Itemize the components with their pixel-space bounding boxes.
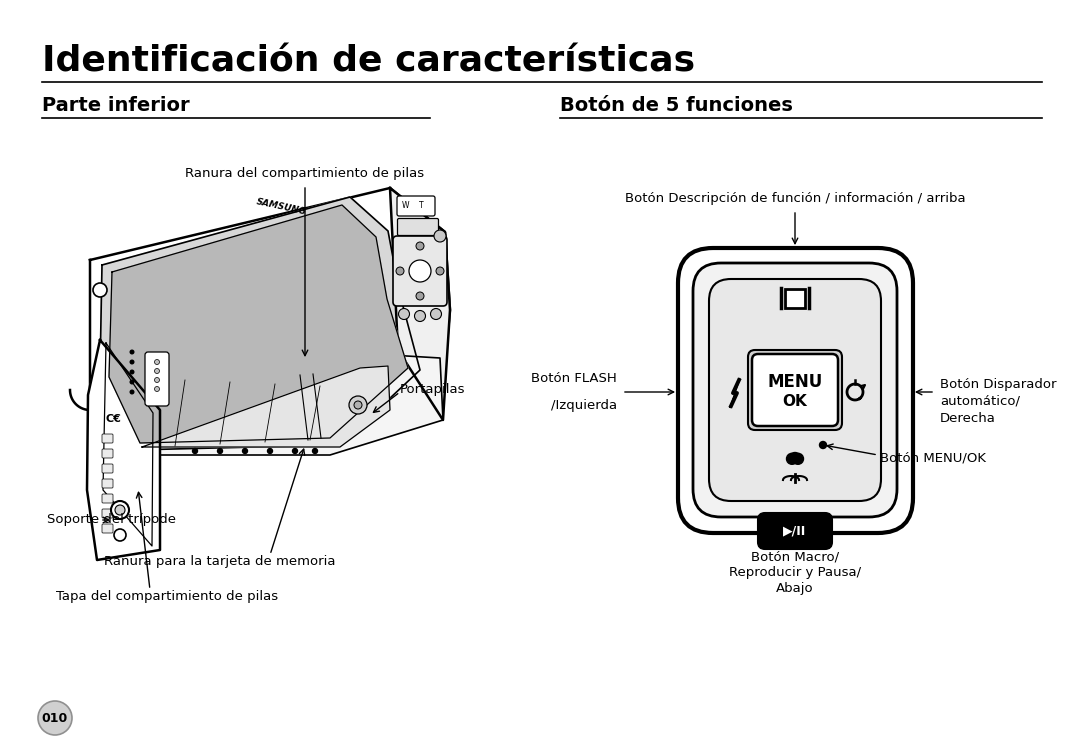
- Circle shape: [409, 260, 431, 282]
- Text: Ranura para la tarjeta de memoria: Ranura para la tarjeta de memoria: [105, 555, 336, 568]
- Text: C€: C€: [105, 414, 121, 424]
- Polygon shape: [109, 205, 408, 443]
- FancyBboxPatch shape: [397, 219, 438, 235]
- FancyBboxPatch shape: [102, 434, 113, 443]
- Circle shape: [131, 370, 134, 374]
- Circle shape: [416, 292, 424, 300]
- Text: Parte inferior: Parte inferior: [42, 96, 190, 115]
- Polygon shape: [730, 378, 740, 408]
- FancyBboxPatch shape: [102, 524, 113, 533]
- Circle shape: [131, 391, 134, 394]
- Text: Identificación de características: Identificación de características: [42, 45, 696, 79]
- FancyBboxPatch shape: [748, 350, 842, 430]
- Polygon shape: [100, 197, 420, 450]
- Circle shape: [399, 308, 409, 320]
- Text: Botón MENU/OK: Botón MENU/OK: [880, 452, 986, 464]
- Text: Ranura del compartimiento de pilas: Ranura del compartimiento de pilas: [186, 167, 424, 180]
- Circle shape: [416, 242, 424, 250]
- Bar: [785, 289, 805, 308]
- Text: Abajo: Abajo: [777, 582, 814, 595]
- Circle shape: [131, 360, 134, 363]
- Circle shape: [354, 401, 362, 409]
- Text: OK: OK: [783, 394, 808, 409]
- Text: /Izquierda: /Izquierda: [551, 399, 617, 412]
- Circle shape: [349, 396, 367, 414]
- Text: W    T: W T: [402, 201, 423, 210]
- FancyBboxPatch shape: [145, 352, 168, 406]
- Circle shape: [154, 369, 160, 373]
- Circle shape: [820, 442, 826, 449]
- FancyBboxPatch shape: [397, 196, 435, 216]
- Text: Botón Macro/: Botón Macro/: [751, 550, 839, 563]
- Text: Botón Disparador: Botón Disparador: [940, 378, 1056, 391]
- Text: Botón Descripción de función / información / arriba: Botón Descripción de función / informaci…: [624, 192, 966, 205]
- Text: Derecha: Derecha: [940, 412, 996, 425]
- Text: automático/: automático/: [940, 395, 1020, 408]
- Circle shape: [154, 387, 160, 391]
- Polygon shape: [120, 355, 443, 455]
- Circle shape: [415, 311, 426, 321]
- FancyBboxPatch shape: [102, 464, 113, 473]
- Text: SAMSUNG: SAMSUNG: [255, 198, 307, 217]
- Circle shape: [268, 449, 272, 453]
- FancyBboxPatch shape: [708, 279, 881, 501]
- Circle shape: [789, 452, 800, 464]
- Circle shape: [131, 350, 134, 354]
- Text: Portapilas: Portapilas: [400, 384, 465, 397]
- FancyBboxPatch shape: [758, 513, 832, 549]
- Circle shape: [131, 380, 134, 384]
- Circle shape: [114, 505, 125, 515]
- Text: 010: 010: [42, 712, 68, 725]
- Polygon shape: [87, 340, 160, 560]
- FancyBboxPatch shape: [752, 354, 838, 426]
- FancyBboxPatch shape: [102, 509, 113, 518]
- Text: Soporte del trípode: Soporte del trípode: [48, 513, 176, 526]
- FancyBboxPatch shape: [102, 494, 113, 503]
- Circle shape: [111, 501, 129, 519]
- Circle shape: [243, 449, 247, 453]
- Circle shape: [396, 267, 404, 275]
- FancyBboxPatch shape: [102, 479, 113, 488]
- Circle shape: [93, 283, 107, 297]
- FancyBboxPatch shape: [393, 236, 447, 306]
- Circle shape: [793, 453, 804, 464]
- Circle shape: [38, 701, 72, 735]
- Text: Botón de 5 funciones: Botón de 5 funciones: [561, 96, 793, 115]
- FancyBboxPatch shape: [102, 449, 113, 458]
- Circle shape: [154, 378, 160, 382]
- Text: MENU: MENU: [768, 373, 823, 391]
- FancyBboxPatch shape: [693, 263, 897, 517]
- Circle shape: [786, 453, 797, 464]
- Circle shape: [192, 449, 198, 453]
- Circle shape: [293, 449, 297, 453]
- Circle shape: [154, 360, 160, 364]
- Circle shape: [434, 230, 446, 242]
- Circle shape: [217, 449, 222, 453]
- Text: Botón FLASH: Botón FLASH: [531, 372, 617, 385]
- Circle shape: [114, 529, 126, 541]
- Polygon shape: [90, 188, 450, 455]
- Circle shape: [436, 267, 444, 275]
- Polygon shape: [390, 188, 450, 420]
- Text: Tapa del compartimiento de pilas: Tapa del compartimiento de pilas: [56, 590, 278, 603]
- Polygon shape: [141, 366, 390, 447]
- Text: ▶/II: ▶/II: [783, 525, 807, 538]
- Circle shape: [312, 449, 318, 453]
- FancyBboxPatch shape: [678, 248, 913, 533]
- Circle shape: [431, 308, 442, 320]
- Text: Reproducir y Pausa/: Reproducir y Pausa/: [729, 566, 861, 579]
